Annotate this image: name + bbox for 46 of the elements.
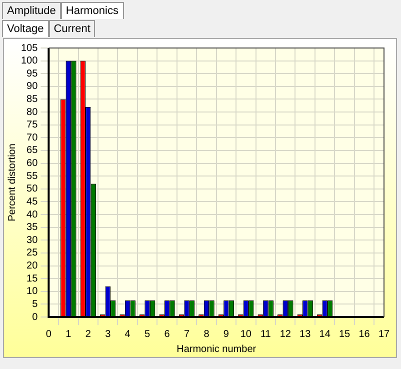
x-tick-label: 10 [240,328,252,340]
text: Current [48,20,96,37]
y-tick-label: 65 [26,145,38,156]
x-tick-label: 8 [204,328,210,340]
x-tick-label: 9 [223,328,230,340]
x-tick-label: 1 [66,328,72,340]
y-tick-label: 15 [26,273,38,284]
x-axis-title: Harmonic number [176,344,257,355]
x-tick-label: 3 [105,328,112,340]
y-tick-label: 40 [26,209,38,220]
y-tick-label: 20 [26,260,38,272]
x-tick-label: 16 [358,328,370,340]
x-tick-label: 11 [260,328,272,340]
x-tick-label: 12 [280,328,292,340]
y-tick-label: 25 [26,248,38,259]
y-tick-label: 60 [26,158,38,170]
x-tick-label: 13 [300,328,312,340]
y-tick-label: 45 [26,196,38,208]
x-tick-label: 14 [319,328,331,340]
y-tick-label: 95 [26,68,38,80]
y-tick-label: 80 [26,106,38,118]
y-tick-label: 75 [26,120,38,131]
y-tick-label: 105 [20,42,38,54]
y-tick-label: 70 [26,132,38,144]
y-tick-label: 35 [26,222,38,234]
text: Voltage [2,20,49,37]
x-tick-label: 6 [164,328,170,340]
y-tick-label: 55 [26,170,38,182]
x-tick-label: 15 [338,328,351,340]
x-tick-label: 2 [85,328,92,340]
y-tick-label: 5 [32,298,38,310]
x-tick-label: 0 [46,328,52,340]
y-tick-label: 90 [26,81,38,92]
y-axis-title: Percent distortion [6,144,18,222]
y-tick-label: 50 [26,184,38,195]
y-tick-label: 100 [20,56,38,67]
text: Amplitude [2,2,61,19]
y-tick-label: 10 [26,286,38,298]
y-tick-label: 0 [32,312,38,323]
y-tick-label: 30 [26,234,38,246]
x-tick-label: 7 [184,328,190,340]
x-tick-label: 17 [378,328,390,340]
x-tick-label: 5 [144,328,151,340]
y-tick-label: 85 [26,94,38,105]
text: Harmonics [60,2,124,19]
x-tick-label: 4 [124,328,131,340]
